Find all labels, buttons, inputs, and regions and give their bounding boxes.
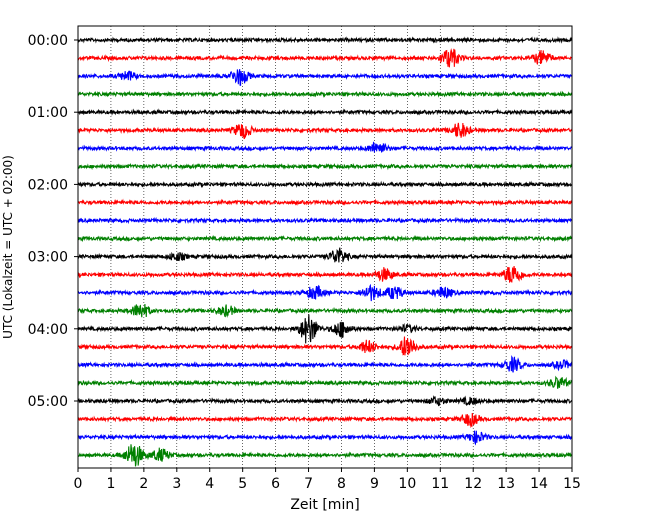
x-tick-label: 7: [304, 476, 313, 492]
plot-frame: [77, 25, 573, 469]
y-tick-label: 03:00: [28, 250, 68, 266]
trace-row-14: [77, 283, 573, 302]
trace-row-23: [77, 444, 573, 467]
y-axis-label: UTC (Lokalzeit = UTC + 02:00): [1, 155, 15, 339]
y-tick-label: 01:00: [28, 105, 68, 121]
x-axis: 0 1 2 3 4 5 6 7 8 9 10 11 12 13 14 15: [74, 468, 581, 492]
trace-row-9: [77, 198, 573, 207]
trace-row-6: [77, 141, 573, 153]
trace-row-3: [77, 90, 573, 98]
x-tick-label: 6: [271, 476, 280, 492]
x-tick-label: 12: [464, 476, 482, 492]
trace-row-20: [77, 395, 573, 407]
x-tick-label: 9: [370, 476, 379, 492]
trace-row-17: [77, 336, 573, 356]
trace-row-7: [77, 162, 573, 171]
x-tick-label: 5: [238, 476, 247, 492]
x-tick-label: 8: [337, 476, 346, 492]
trace-row-13: [77, 265, 573, 283]
traces: [77, 36, 573, 467]
trace-row-4: [77, 108, 573, 117]
trace-row-1: [77, 48, 573, 68]
trace-row-22: [77, 430, 573, 446]
trace-row-12: [77, 247, 573, 263]
y-tick-label: 04:00: [28, 322, 68, 338]
trace-row-5: [77, 122, 573, 140]
x-tick-label: 13: [497, 476, 515, 492]
y-tick-label: 02:00: [28, 177, 68, 193]
trace-row-16: [77, 314, 573, 344]
x-axis-label: Zeit [min]: [290, 497, 359, 513]
x-tick-label: 4: [205, 476, 214, 492]
x-tick-label: 10: [398, 476, 416, 492]
y-tick-label: 00:00: [28, 33, 68, 49]
trace-row-10: [77, 216, 573, 225]
trace-row-11: [77, 234, 573, 243]
trace-row-2: [77, 69, 573, 86]
trace-row-21: [77, 413, 573, 429]
x-tick-label: 15: [563, 476, 581, 492]
x-tick-label: 11: [431, 476, 449, 492]
x-tick-label: 0: [74, 476, 83, 492]
x-tick-label: 2: [139, 476, 148, 492]
trace-row-19: [77, 375, 573, 389]
y-axis: 00:00 01:00 02:00 03:00 04:00 05:00: [28, 33, 78, 410]
trace-row-15: [77, 303, 573, 318]
y-tick-label: 05:00: [28, 394, 68, 410]
trace-row-8: [77, 180, 573, 189]
x-tick-label: 14: [530, 476, 548, 492]
x-tick-label: 3: [172, 476, 181, 492]
trace-row-18: [77, 354, 573, 373]
trace-row-0: [77, 36, 573, 44]
x-tick-label: 1: [106, 476, 115, 492]
